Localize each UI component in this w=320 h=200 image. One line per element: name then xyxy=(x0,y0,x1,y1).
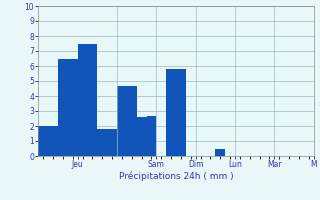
Bar xyxy=(68,58,78,156)
Bar xyxy=(137,117,147,156)
Bar xyxy=(88,44,97,156)
X-axis label: Précipitations 24h ( mm ): Précipitations 24h ( mm ) xyxy=(119,172,233,181)
Bar xyxy=(38,126,48,156)
Bar xyxy=(117,86,127,156)
Bar xyxy=(127,86,137,156)
Bar xyxy=(107,129,117,156)
Bar xyxy=(215,148,225,156)
Bar xyxy=(166,69,176,156)
Bar xyxy=(147,116,156,156)
Bar xyxy=(97,129,107,156)
Bar xyxy=(78,44,88,156)
Bar xyxy=(176,69,186,156)
Bar xyxy=(48,126,58,156)
Bar xyxy=(58,58,68,156)
